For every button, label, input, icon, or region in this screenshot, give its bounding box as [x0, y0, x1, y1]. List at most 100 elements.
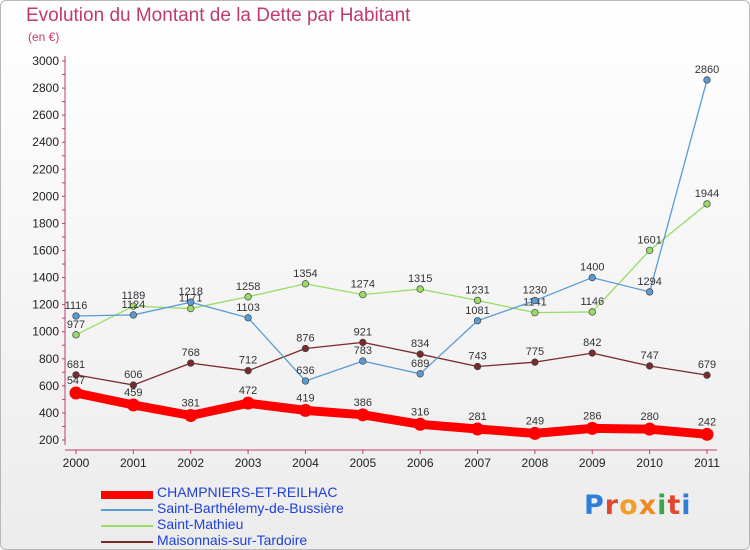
data-label: 768 [182, 347, 200, 359]
data-point [187, 304, 195, 313]
y-tick-label: 2800 [32, 81, 59, 95]
legend-label: Saint-Barthélemy-de-Bussière [157, 500, 344, 516]
data-label: 712 [239, 355, 257, 367]
data-point [528, 426, 542, 440]
data-point [187, 298, 195, 306]
legend-swatch [101, 509, 153, 511]
data-point [126, 398, 140, 412]
data-label: 876 [296, 332, 314, 344]
y-tick-label: 1000 [32, 325, 59, 339]
data-point [356, 408, 370, 422]
data-point [588, 349, 596, 357]
data-label: 2860 [695, 64, 719, 76]
data-label: 842 [583, 337, 601, 349]
data-point [72, 371, 80, 379]
x-tick-label: 2005 [349, 456, 376, 470]
data-point [187, 359, 195, 367]
data-point [473, 362, 482, 371]
logo-letter: o [619, 490, 639, 521]
data-point [588, 308, 596, 316]
x-tick-label: 2004 [292, 456, 319, 470]
logo-letter: i [681, 490, 692, 521]
legend-label: CHAMPNIERS-ET-REILHAC [157, 484, 338, 500]
legend-swatch [101, 491, 153, 499]
data-point [588, 273, 596, 282]
series-line [71, 388, 712, 439]
data-point [703, 76, 711, 84]
data-point [298, 403, 312, 417]
x-tick-label: 2011 [694, 456, 720, 470]
x-tick-label: 2009 [579, 456, 606, 470]
data-label: 419 [296, 392, 314, 404]
y-tick-label: 1400 [32, 271, 59, 285]
chart-unit: (en €) [28, 30, 60, 44]
data-point [72, 331, 80, 339]
data-label: 1081 [465, 305, 489, 317]
logo-letter: i [657, 490, 668, 521]
y-tick-label: 600 [39, 379, 59, 393]
data-point [645, 246, 654, 255]
data-label: 1218 [178, 286, 202, 298]
data-point [69, 386, 83, 400]
data-point [301, 344, 310, 353]
y-tick-label: 2200 [32, 162, 59, 176]
data-point [473, 296, 482, 305]
y-tick-label: 2000 [32, 189, 59, 203]
data-point [301, 377, 310, 385]
data-label: 547 [67, 375, 85, 387]
data-label: 636 [296, 365, 314, 377]
data-point [531, 308, 539, 317]
data-label: 921 [354, 326, 372, 338]
legend-label: Maisonnais-sur-Tardoire [157, 532, 308, 548]
data-label: 249 [526, 415, 544, 427]
y-tick-label: 1200 [32, 298, 59, 312]
y-tick-label: 400 [39, 406, 59, 420]
series-1: 1116 1124 1218 1103 636 783 689 1081 1230 1400 129… [65, 64, 719, 385]
series-3: 681 606 768 712 876 921 834 743 775 842 747 679 [67, 326, 716, 389]
data-point [700, 427, 714, 441]
data-label: 1231 [465, 284, 489, 296]
data-label: 1315 [408, 273, 432, 285]
data-label: 1601 [637, 234, 661, 246]
data-label: 689 [411, 358, 429, 370]
series-0: 547 459 381 472 419 386 316 281 249 286 280 242 [67, 375, 716, 441]
data-point [473, 317, 482, 325]
series-2: 9771189117112581354127413151231114111461… [67, 188, 719, 339]
data-label: 679 [698, 359, 716, 371]
x-tick-label: 2008 [522, 456, 549, 470]
data-label: 1400 [580, 262, 604, 274]
x-tick-label: 2007 [464, 456, 491, 470]
legend-label: Saint-Mathieu [157, 516, 244, 532]
x-tick-label: 2003 [235, 456, 262, 470]
data-label: 1258 [236, 281, 260, 293]
data-label: 775 [526, 346, 544, 358]
data-point [129, 311, 138, 319]
data-label: 472 [239, 385, 257, 397]
data-point [416, 350, 424, 358]
data-point [244, 367, 252, 375]
data-label: 743 [468, 351, 486, 363]
data-label: 281 [468, 411, 486, 423]
series-line [75, 203, 708, 336]
data-point [585, 421, 599, 435]
data-label: 1124 [122, 299, 146, 311]
data-point [471, 422, 485, 436]
logo-letter: x [638, 490, 658, 521]
data-point [531, 296, 539, 305]
y-tick-label: 2400 [32, 135, 59, 149]
data-point [184, 409, 198, 423]
data-point [643, 422, 657, 436]
logo-letter: P [584, 490, 605, 521]
data-label: 747 [640, 350, 658, 362]
data-label: 1116 [65, 300, 88, 312]
data-label: 834 [411, 338, 429, 350]
data-point [244, 293, 252, 301]
data-label: 459 [124, 387, 142, 399]
data-point [703, 200, 711, 208]
data-label: 316 [411, 406, 429, 418]
data-point [241, 396, 255, 410]
y-tick-label: 1800 [32, 216, 59, 230]
data-label: 783 [354, 345, 372, 357]
